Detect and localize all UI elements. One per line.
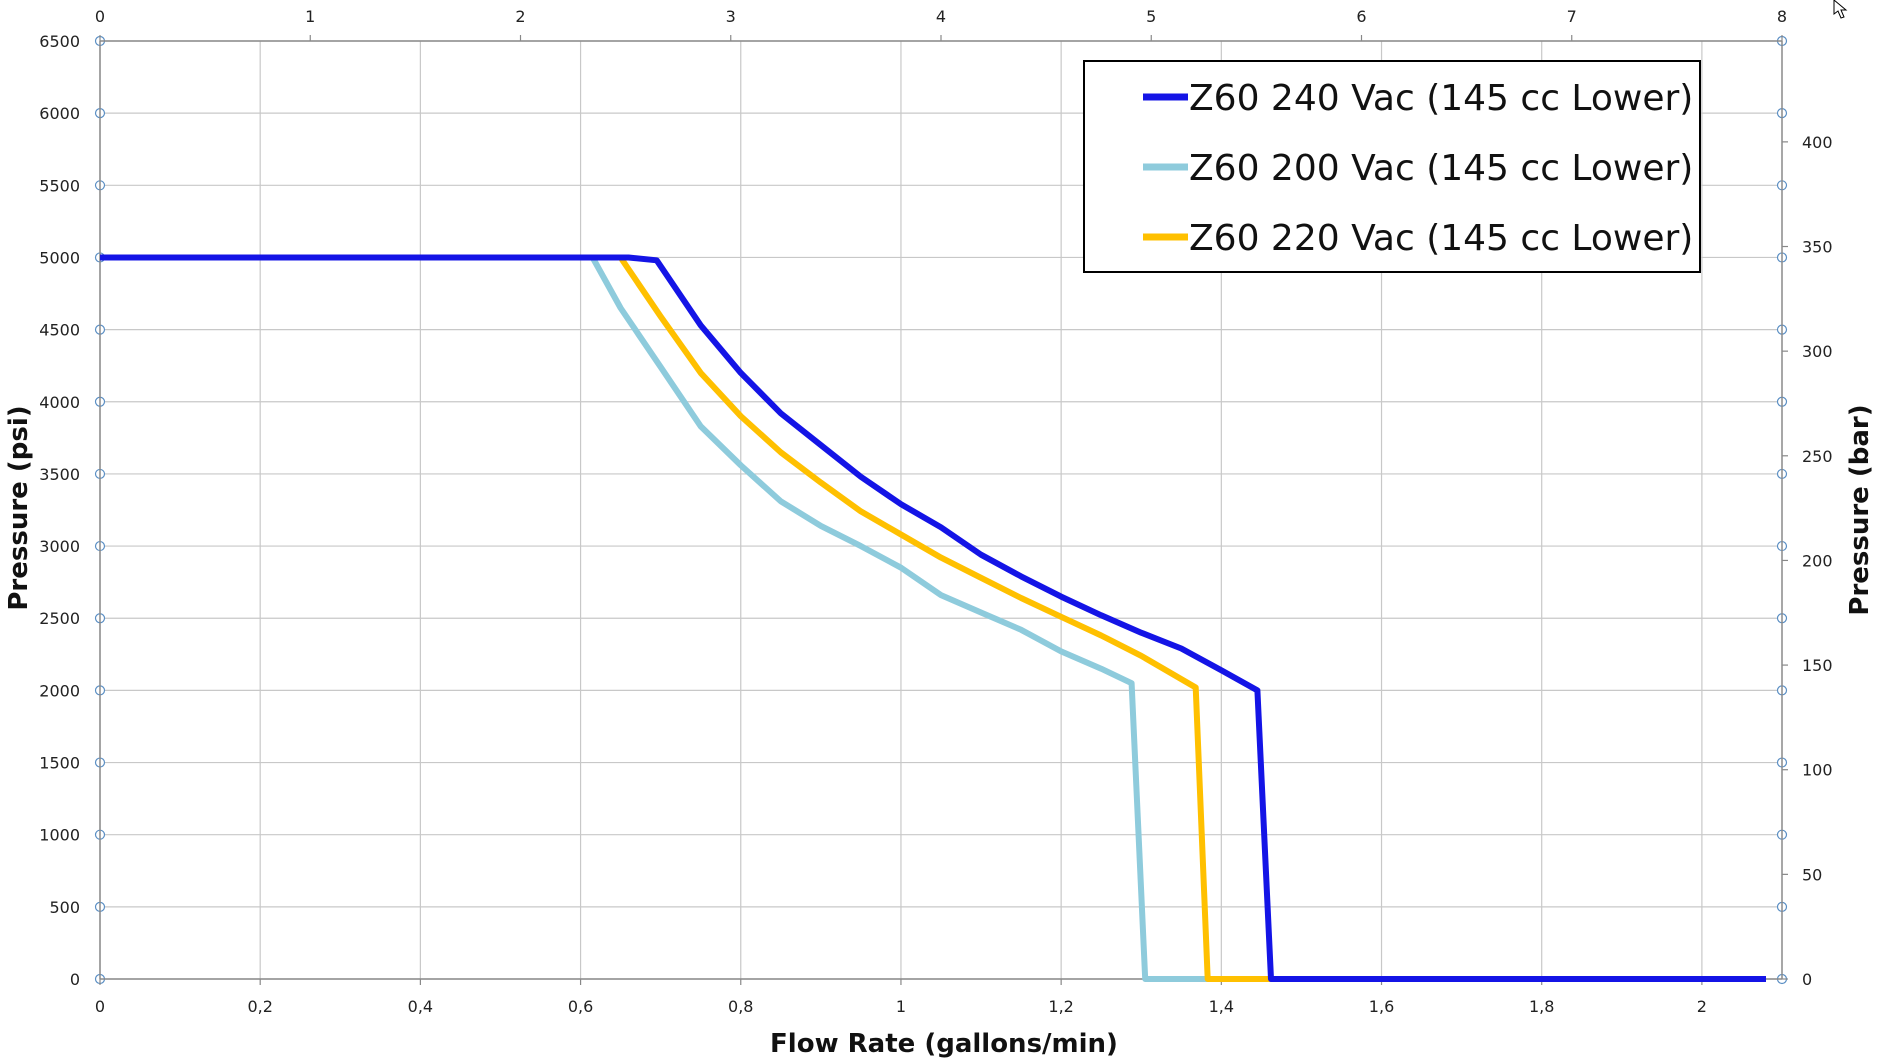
y-tick-label: 5000 bbox=[39, 248, 80, 267]
x-tick-label: 0,4 bbox=[408, 997, 433, 1016]
y-tick-label: 6000 bbox=[39, 104, 80, 123]
y-tick-label: 5500 bbox=[39, 176, 80, 195]
y-tick-label: 1500 bbox=[39, 754, 80, 773]
y2-tick-label: 150 bbox=[1802, 656, 1833, 675]
x-tick-label: 0 bbox=[95, 997, 105, 1016]
series-line-220vac bbox=[100, 254, 1766, 982]
x2-tick-label: 3 bbox=[726, 7, 736, 26]
x-tick-label: 1 bbox=[896, 997, 906, 1016]
y2-tick-label: 300 bbox=[1802, 342, 1833, 361]
y-tick-label: 3000 bbox=[39, 537, 80, 556]
x-tick-label: 0,2 bbox=[247, 997, 272, 1016]
y-tick-label: 4500 bbox=[39, 321, 80, 340]
legend-label-240vac: Z60 240 Vac (145 cc Lower) bbox=[1189, 78, 1693, 119]
x-tick-label: 1,2 bbox=[1048, 997, 1073, 1016]
y2-tick-label: 250 bbox=[1802, 447, 1833, 466]
x2-tick-label: 8 bbox=[1777, 7, 1787, 26]
x2-tick-label: 2 bbox=[515, 7, 525, 26]
y-tick-label: 4000 bbox=[39, 393, 80, 412]
legend-label-220vac: Z60 220 Vac (145 cc Lower) bbox=[1189, 218, 1693, 259]
mouse-cursor-icon bbox=[1833, 0, 1848, 19]
series-line-240vac bbox=[100, 254, 1766, 982]
x2-tick-label: 5 bbox=[1146, 7, 1156, 26]
y2-axis-title: Pressure (bar) bbox=[1845, 404, 1875, 615]
x-tick-label: 1,8 bbox=[1529, 997, 1554, 1016]
x2-tick-label: 6 bbox=[1356, 7, 1366, 26]
series-line-200vac bbox=[100, 254, 1766, 982]
y2-tick-label: 50 bbox=[1802, 865, 1822, 884]
data-series bbox=[100, 254, 1766, 982]
y-tick-label: 0 bbox=[70, 970, 80, 989]
y-tick-label: 3500 bbox=[39, 465, 80, 484]
x-tick-label: 2 bbox=[1697, 997, 1707, 1016]
y2-tick-label: 400 bbox=[1802, 133, 1833, 152]
x-tick-label: 1,6 bbox=[1369, 997, 1394, 1016]
legend: Z60 240 Vac (145 cc Lower) Z60 200 Vac (… bbox=[1083, 60, 1701, 273]
x-tick-label: 0,6 bbox=[568, 997, 593, 1016]
y-tick-label: 500 bbox=[49, 898, 80, 917]
tick-labels: 0500100015002000250030003500400045005000… bbox=[39, 7, 1832, 1016]
y2-tick-label: 0 bbox=[1802, 970, 1812, 989]
x2-tick-label: 4 bbox=[936, 7, 946, 26]
y2-tick-label: 100 bbox=[1802, 761, 1833, 780]
y-axis-title: Pressure (psi) bbox=[4, 405, 34, 610]
y-tick-label: 2000 bbox=[39, 681, 80, 700]
legend-label-200vac: Z60 200 Vac (145 cc Lower) bbox=[1189, 148, 1693, 189]
x2-tick-label: 7 bbox=[1567, 7, 1577, 26]
x2-tick-label: 0 bbox=[95, 7, 105, 26]
x-axis-title: Flow Rate (gallons/min) bbox=[770, 1029, 1118, 1059]
y-tick-label: 2500 bbox=[39, 609, 80, 628]
x-tick-label: 0,8 bbox=[728, 997, 753, 1016]
y2-tick-label: 350 bbox=[1802, 238, 1833, 257]
y2-tick-label: 200 bbox=[1802, 551, 1833, 570]
x2-tick-label: 1 bbox=[305, 7, 315, 26]
y-tick-label: 6500 bbox=[39, 32, 80, 51]
y-tick-label: 1000 bbox=[39, 826, 80, 845]
x-tick-label: 1,4 bbox=[1209, 997, 1234, 1016]
